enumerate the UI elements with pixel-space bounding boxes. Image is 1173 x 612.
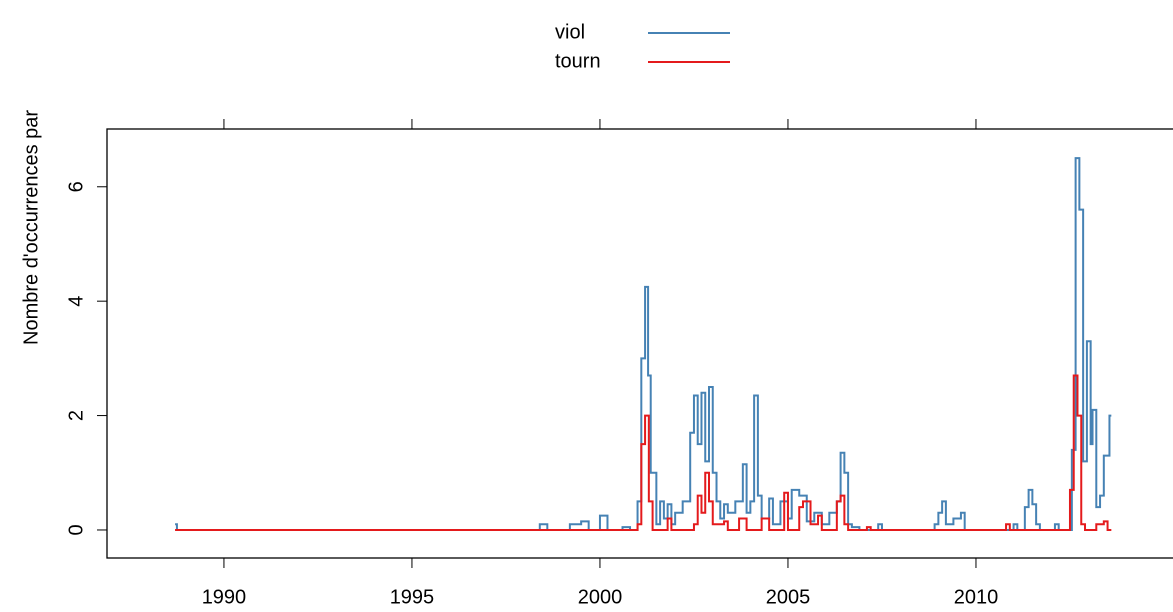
x-tick-label: 2010: [954, 586, 999, 608]
x-tick-label: 2000: [578, 586, 623, 608]
legend-label: viol: [555, 21, 585, 43]
plot-box: [106, 128, 1173, 559]
legend-label: tourn: [555, 50, 601, 72]
y-tick-label: 6: [65, 181, 87, 192]
x-tick-label: 2005: [766, 586, 811, 608]
y-tick-label: 2: [65, 410, 87, 421]
y-axis-label: Nombre d'occurrences par: [20, 110, 42, 345]
y-tick-label: 0: [65, 524, 87, 535]
series-line: [175, 157, 1112, 531]
x-tick-label: 1995: [390, 586, 435, 608]
y-tick-label: 4: [65, 296, 87, 307]
x-tick-label: 1990: [202, 586, 247, 608]
series-line: [175, 374, 1112, 531]
